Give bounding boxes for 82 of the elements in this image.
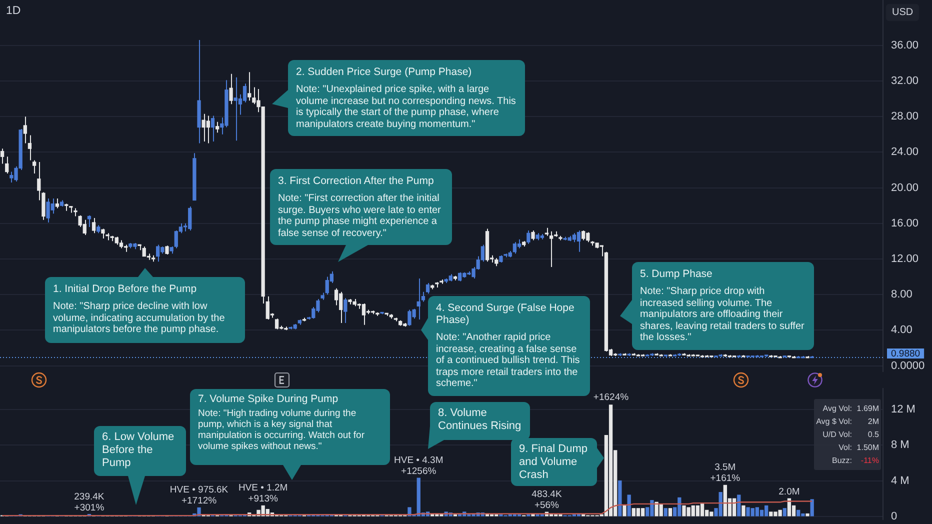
candlestick xyxy=(344,298,348,324)
candlestick xyxy=(531,230,535,241)
annotation: 7. Volume Spike During Pump Note: "High trading volume during the pump, which is a key signal that manipulation is occurring. Watch out for volume spikes without news." xyxy=(198,393,366,452)
bar xyxy=(618,480,622,516)
data-label: HVE • 975.6K +1712% xyxy=(170,484,229,507)
candlestick xyxy=(576,230,581,252)
bar xyxy=(737,494,741,516)
annotation: +1624% xyxy=(592,392,630,403)
candlestick xyxy=(28,134,32,161)
chart-title: 1D xyxy=(6,5,21,17)
y-tick-label: 24.00 xyxy=(891,146,919,158)
annotation: 4. Second Surge (False Hope Phase) Note: "Another rapid price increase, creating a false sense of a continued bullish trend. This traps more retail traders into the scheme." xyxy=(436,302,581,390)
y-axis-title: USD xyxy=(886,4,920,21)
y-tick-label: 36.00 xyxy=(891,39,919,52)
bar xyxy=(742,505,746,516)
bar xyxy=(622,505,626,516)
bar xyxy=(636,508,640,516)
bar xyxy=(640,508,645,516)
data-label: HVE • 4.3M +1256% xyxy=(394,455,444,478)
candlestick xyxy=(5,156,9,174)
candlestick xyxy=(92,218,96,234)
candlestick xyxy=(334,288,338,306)
candlestick xyxy=(206,115,210,144)
candlestick xyxy=(426,282,430,294)
bar xyxy=(806,513,810,516)
candlestick xyxy=(156,244,160,262)
annotation: Vol: 1.50M xyxy=(838,442,879,454)
annotation: 9. Final Dump and Volume Crash xyxy=(519,443,588,482)
bar xyxy=(810,499,814,516)
annotation: 8. Volume Continues Rising xyxy=(438,407,522,433)
y-tick-label: 8 M xyxy=(891,439,910,452)
y-tick-label: 0 xyxy=(891,510,898,522)
candlestick xyxy=(215,121,220,134)
y-tick-label: 4.00 xyxy=(891,324,912,336)
annotation: Buzz: -11% xyxy=(832,455,879,467)
bar xyxy=(627,494,631,516)
bar xyxy=(782,508,786,516)
data-label: 483.4K +56% xyxy=(532,489,562,512)
candlestick xyxy=(526,230,530,244)
bar xyxy=(760,510,764,516)
candlestick xyxy=(549,230,554,268)
y-tick-label: 4 M xyxy=(891,474,910,487)
y-tick-label: 8.00 xyxy=(891,288,912,301)
candlestick xyxy=(229,73,233,105)
candlestick xyxy=(248,72,252,102)
annotation: 2. Sudden Price Surge (Pump Phase) Note: "Unexplained price spike, with a large volume increase but no corresponding news. This is typically the start of the pump phase, where manipulators create buying momentum." xyxy=(296,66,517,130)
candlestick xyxy=(0,148,4,164)
candlestick xyxy=(362,302,366,326)
candlestick xyxy=(512,242,517,254)
candlestick xyxy=(274,318,279,330)
data-label: 239.4K +301% xyxy=(74,491,105,514)
annotation: 1. Initial Drop Before the Pump Note: "Sharp price decline with low volume, indicating accumulation by the manipulators before the pump phase. xyxy=(53,283,226,336)
bar xyxy=(700,504,704,516)
bar xyxy=(664,508,668,516)
annotation: 3. First Correction After the Pump Note: "First correction after the initial surge. Buyers who were late to enter the pump phase might experience a false sense of recovery." xyxy=(278,175,442,239)
candlestick xyxy=(87,214,92,228)
annotation: 5. Dump Phase Note: "Sharp price drop with increased selling volume. The manipulators are offloading their shares, leaving retail traders to suffer the losses." xyxy=(640,268,806,344)
candlestick xyxy=(55,198,60,209)
y-tick-label: 0.0000 xyxy=(891,360,925,372)
bar xyxy=(755,507,760,516)
candlestick xyxy=(582,230,586,241)
annotation: Avg Vol: 1.69M xyxy=(822,403,879,415)
ref-line-label: 0.9880 xyxy=(891,348,920,360)
y-tick-label: 12 M xyxy=(891,403,916,416)
bar xyxy=(696,505,700,516)
y-tick-label: 20.00 xyxy=(891,182,919,194)
bar xyxy=(732,498,736,516)
y-tick-label: 16.00 xyxy=(891,217,919,230)
data-label: 3.5M +161% xyxy=(710,462,741,484)
y-tick-label: 12.00 xyxy=(891,253,919,266)
data-label: 2.0M xyxy=(778,486,800,498)
candlestick xyxy=(242,83,247,103)
candlestick xyxy=(23,116,27,144)
candlestick xyxy=(32,160,36,174)
y-tick-label: 32.00 xyxy=(891,75,919,88)
candlestick xyxy=(210,115,215,142)
annotation: 6. Low Volume Before the Pump xyxy=(102,431,176,470)
y-tick-label: 28.00 xyxy=(891,110,919,123)
bar xyxy=(668,508,672,516)
data-label: HVE • 1.2M +913% xyxy=(238,482,288,505)
info-panel: Avg Vol: 1.69M Avg $ Vol: 2M U/D Vol: 0.5 Vol: 1.50M Buzz: -11% xyxy=(814,399,881,470)
bar xyxy=(608,404,613,516)
